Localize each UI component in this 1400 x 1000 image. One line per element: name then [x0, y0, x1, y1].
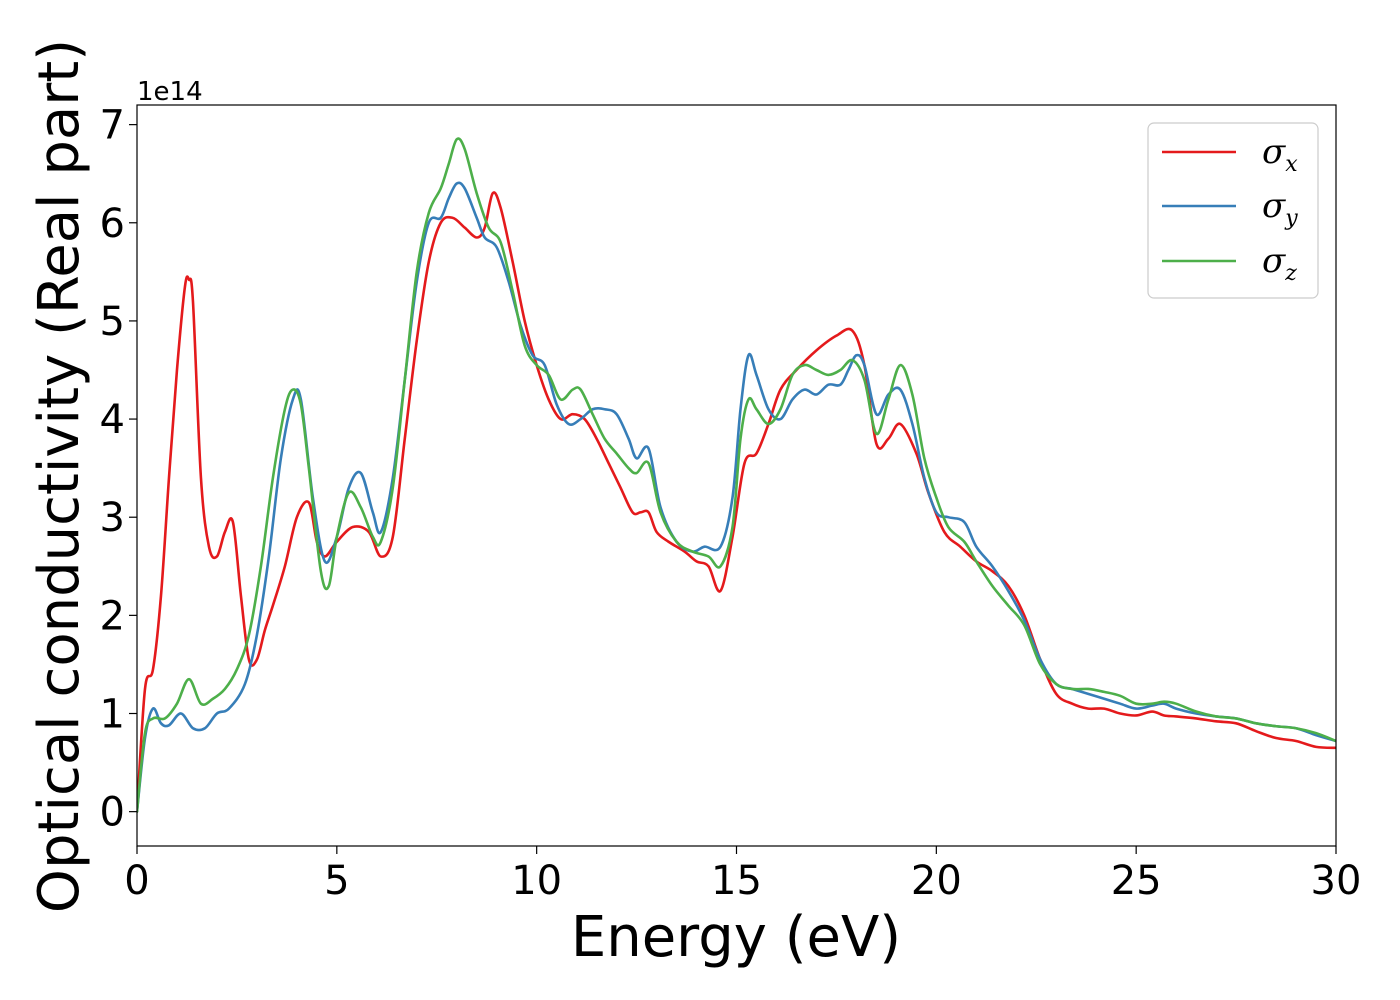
- legend: σx σy σz: [1147, 122, 1319, 299]
- legend-box: [1147, 122, 1319, 299]
- x-axis-title: Energy (eV): [571, 905, 901, 970]
- series-line-sigma-z: [137, 137, 1336, 813]
- x-axis-ticks: 0 5 10 15 20 25 30: [124, 846, 1361, 904]
- y-tick-label: 1: [100, 692, 125, 738]
- x-tick-label: 0: [124, 858, 149, 904]
- y-axis-title: Optical conductivity (Real part): [27, 39, 92, 913]
- y-tick-label: 0: [100, 790, 125, 836]
- y-tick-label: 3: [100, 495, 125, 541]
- x-tick-label: 15: [711, 858, 762, 904]
- y-offset-label: 1e14: [137, 77, 203, 107]
- y-tick-label: 4: [100, 397, 125, 443]
- x-tick-label: 30: [1311, 858, 1362, 904]
- x-tick-label: 25: [1111, 858, 1162, 904]
- legend-label-sigma-z: σz: [1262, 241, 1297, 286]
- x-tick-label: 10: [511, 858, 562, 904]
- x-tick-label: 20: [911, 858, 962, 904]
- series-line-sigma-x: [137, 191, 1336, 813]
- y-tick-label: 7: [100, 103, 125, 149]
- x-tick-label: 5: [324, 858, 349, 904]
- legend-label-sigma-x: σx: [1262, 132, 1298, 177]
- y-tick-label: 2: [100, 593, 125, 639]
- legend-label-sigma-y: σy: [1262, 186, 1298, 231]
- y-tick-label: 5: [100, 299, 125, 345]
- y-tick-label: 6: [100, 201, 125, 247]
- y-axis-ticks: 0 1 2 3 4 5 6 7: [100, 103, 137, 836]
- legend-items: σx σy σz: [1162, 132, 1298, 286]
- series-lines: [137, 137, 1336, 813]
